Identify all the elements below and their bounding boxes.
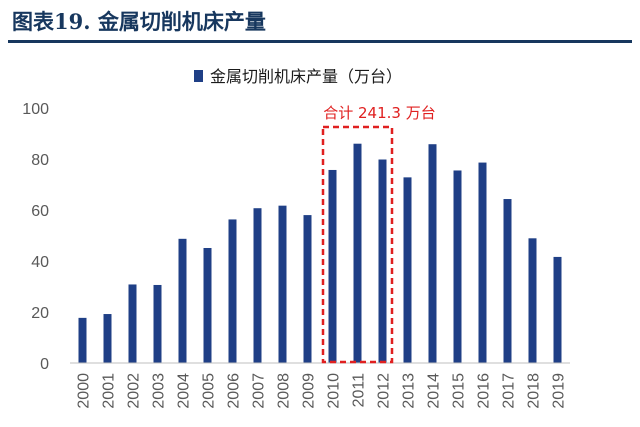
x-tick-label: 2004: [176, 373, 193, 409]
x-tick-label: 2014: [426, 373, 443, 409]
x-tick-label: 2007: [251, 373, 268, 409]
x-tick-label: 2018: [526, 373, 543, 409]
x-tick-label: 2008: [276, 373, 293, 409]
header-rule: [8, 40, 632, 43]
bar: [128, 284, 137, 363]
x-tick-label: 2012: [376, 373, 393, 409]
bar: [403, 177, 412, 363]
bar: [178, 238, 187, 363]
bar: [378, 159, 387, 363]
bar: [353, 143, 362, 363]
x-tick-label: 2017: [501, 373, 518, 409]
legend-swatch: [194, 70, 203, 82]
x-tick-label: 2016: [476, 373, 493, 409]
bar: [228, 219, 237, 363]
annotation-box: [321, 125, 394, 364]
bar: [303, 215, 312, 363]
x-tick-label: 2009: [301, 373, 318, 409]
y-tick-label: 60: [31, 203, 49, 220]
y-tick-label: 40: [31, 254, 49, 271]
bar: [528, 238, 537, 363]
figure-title: 图表19. 金属切削机床产量: [12, 9, 266, 34]
bar: [503, 199, 512, 363]
chart-legend: 金属切削机床产量（万台）: [194, 67, 402, 86]
y-tick-label: 100: [22, 101, 49, 118]
x-tick-label: 2001: [101, 373, 118, 409]
bar: [153, 284, 162, 363]
annotation-label: 合计 241.3 万台: [323, 104, 435, 122]
figure-header: 图表19. 金属切削机床产量: [8, 0, 632, 44]
bar: [103, 314, 112, 363]
x-tick-label: 2015: [451, 373, 468, 409]
legend-label: 金属切削机床产量（万台）: [210, 67, 402, 86]
bar: [553, 256, 562, 363]
bars: [78, 143, 562, 363]
annotation-group: 合计 241.3 万台: [321, 104, 436, 364]
bar: [453, 170, 462, 363]
x-tick-label: 2019: [551, 373, 568, 409]
x-tick-label: 2002: [126, 373, 143, 409]
bar: [478, 162, 487, 363]
x-tick-label: 2010: [326, 373, 343, 409]
x-tick-label: 2005: [201, 373, 218, 409]
bar: [253, 208, 262, 363]
bar: [278, 205, 287, 363]
x-tick-label: 2011: [351, 373, 368, 408]
x-tick-label: 2003: [151, 373, 168, 409]
bar: [203, 247, 212, 363]
bar: [78, 317, 87, 363]
x-tick-label: 2013: [401, 373, 418, 409]
y-tick-label: 0: [40, 356, 49, 373]
x-tick-label: 2000: [76, 373, 93, 409]
y-tick-label: 20: [31, 305, 49, 322]
bar: [328, 169, 337, 363]
bar: [428, 144, 437, 363]
y-tick-label: 80: [31, 152, 49, 169]
y-axis-ticks: 0 20 40 60 80 100: [22, 101, 49, 373]
x-axis-ticks: 2000 2001 2002 2003 2004 2005 2006 2007 2008 2009…: [76, 373, 568, 409]
x-tick-label: 2006: [226, 373, 243, 409]
